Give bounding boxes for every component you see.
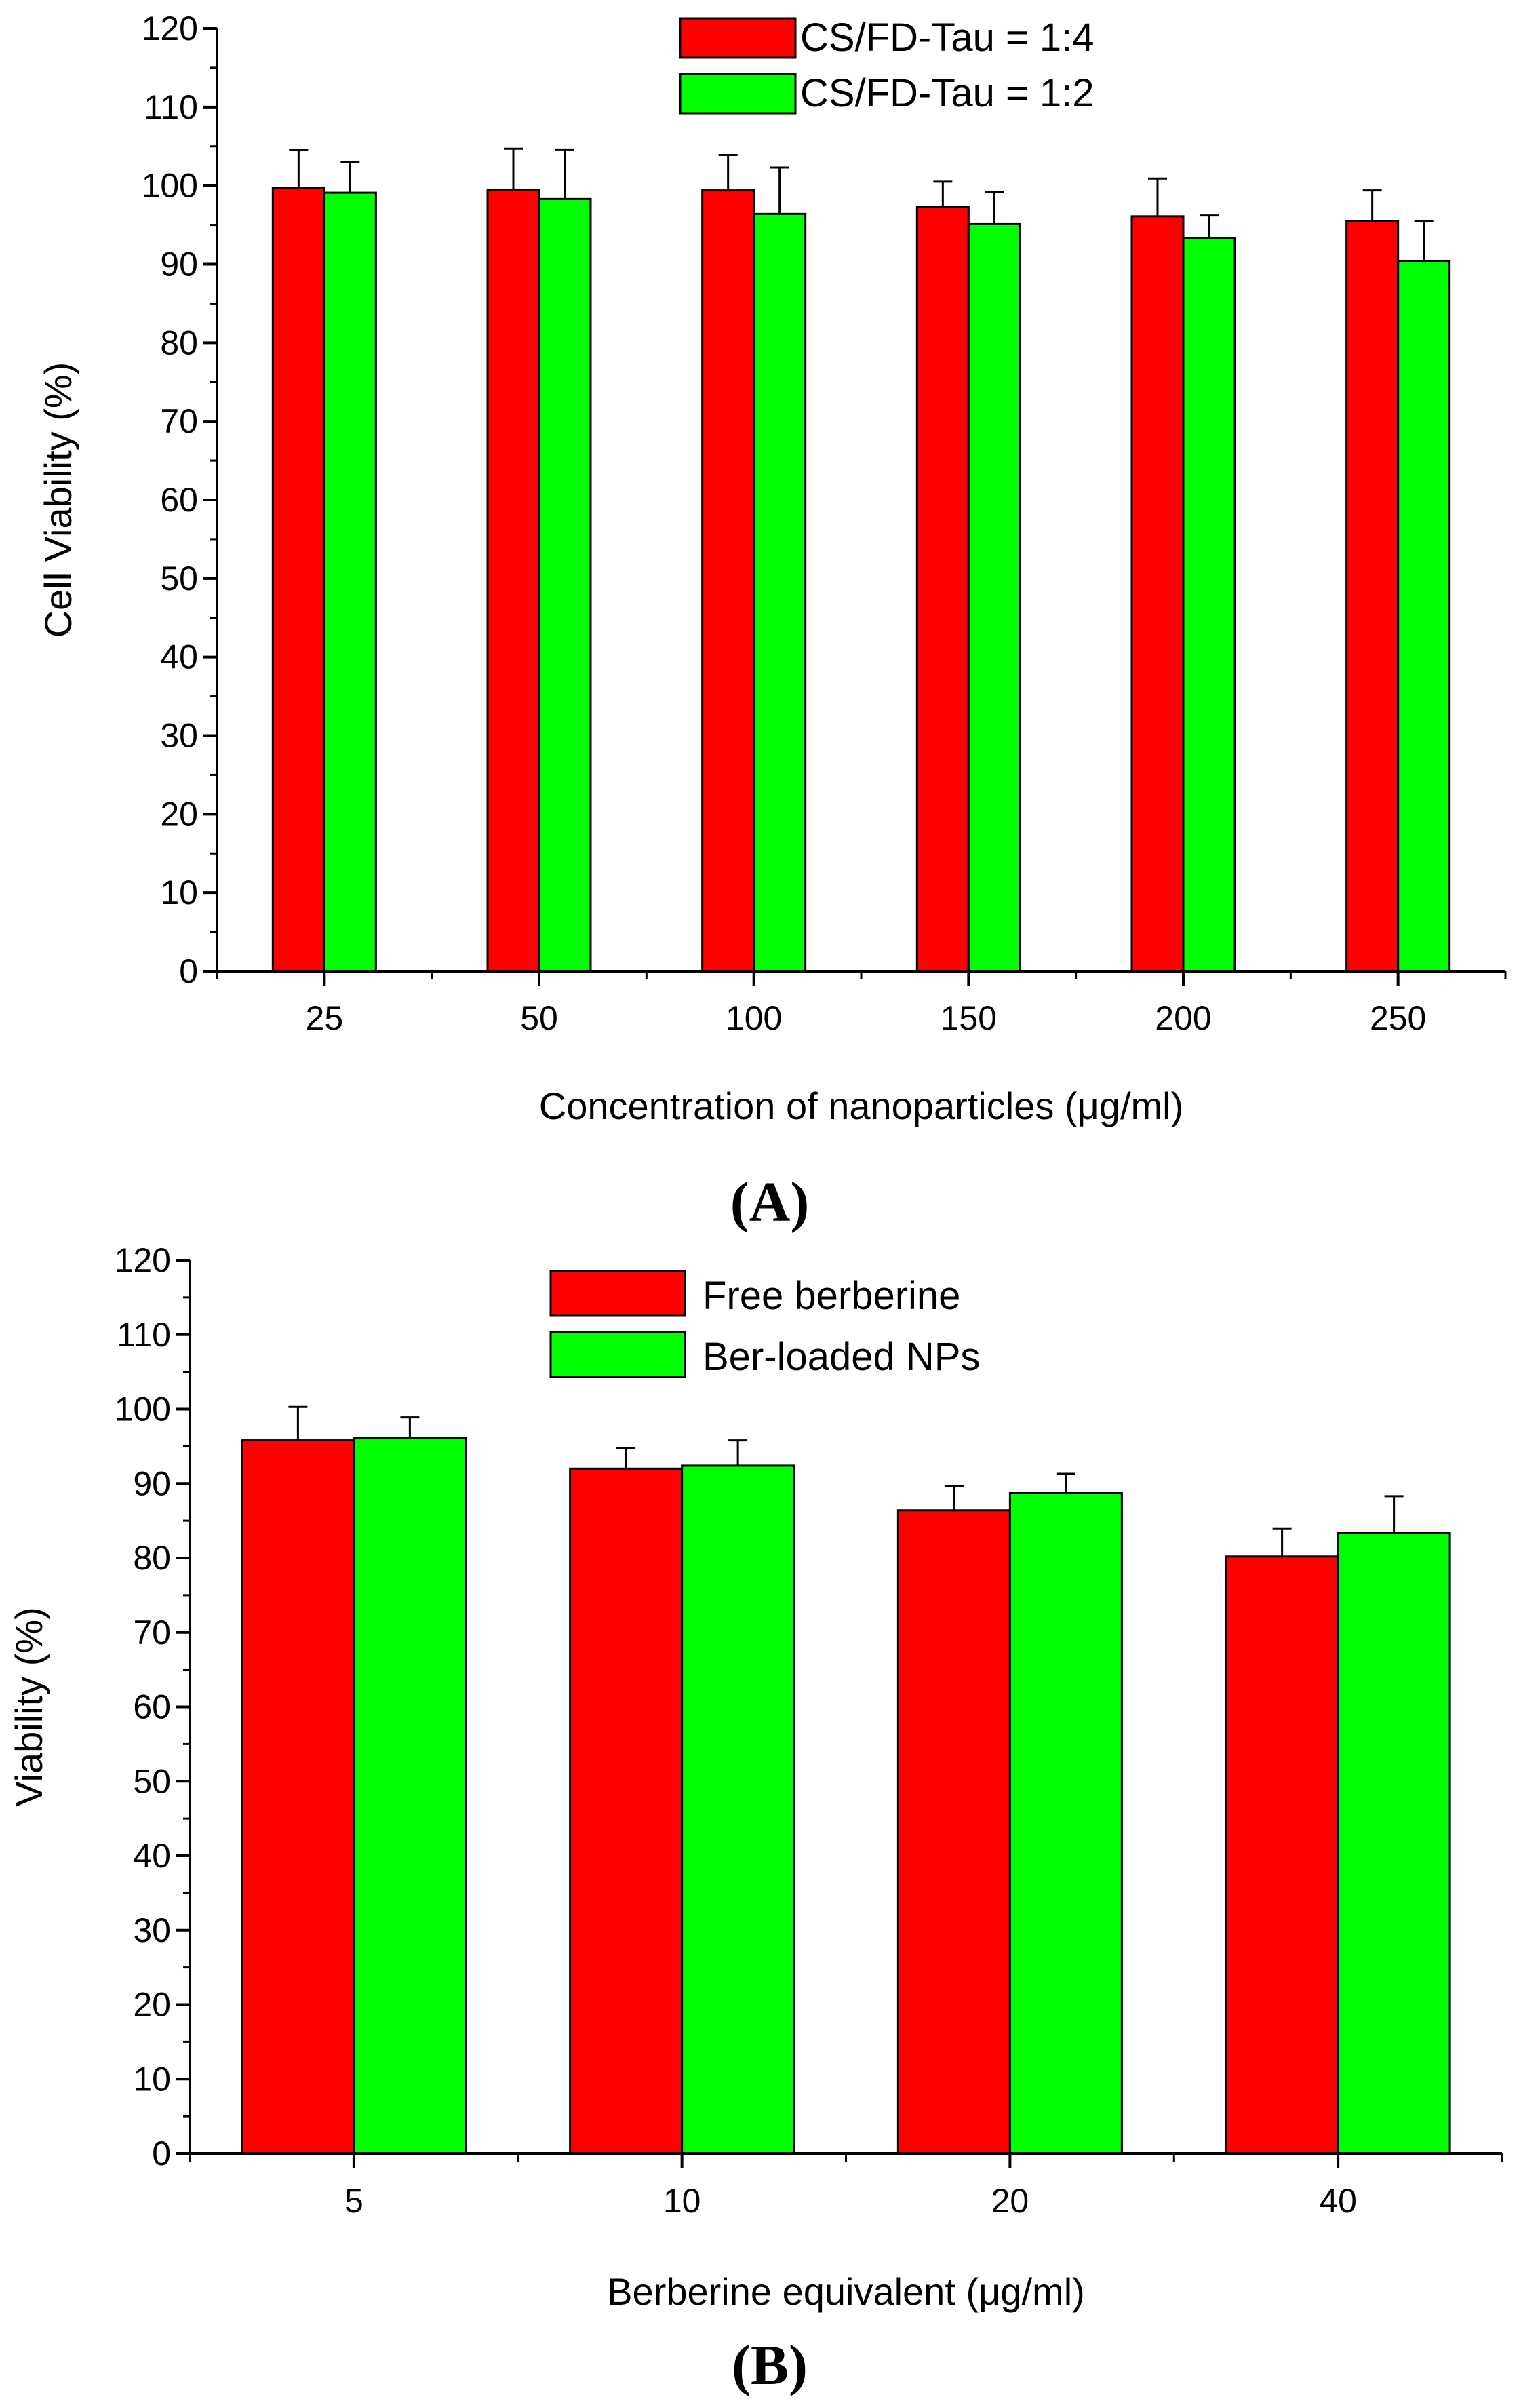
chart-panel-b: 0 10 20 30 40 50 60 70 80 90 100 110 120 5 10 20 40 Berbe… — [7, 1241, 1503, 2397]
y-tick-label: 70 — [160, 402, 198, 440]
legend-swatch — [549, 1331, 686, 1378]
y-tick-label: 30 — [133, 1911, 171, 1949]
x-tick-label: 200 — [1155, 999, 1211, 1037]
bar — [753, 212, 807, 973]
x-tick-label: 50 — [520, 999, 558, 1037]
y-tick-label: 40 — [133, 1837, 171, 1875]
y-tick-label: 50 — [133, 1762, 171, 1800]
bar — [1130, 215, 1185, 973]
legend-label: CS/FD-Tau = 1:2 — [800, 71, 1094, 115]
bar — [1008, 1492, 1123, 2155]
x-tick-label: 5 — [344, 2182, 363, 2220]
bar — [1397, 260, 1451, 973]
legend-label: Ber-loaded NPs — [703, 1335, 980, 1379]
bar — [681, 1464, 795, 2155]
bar — [323, 191, 377, 973]
y-tick-label: 110 — [117, 1316, 171, 1354]
legend-swatch — [549, 1270, 686, 1317]
x-tick-label: 250 — [1370, 999, 1426, 1037]
bar — [353, 1437, 467, 2155]
y-tick-label: 40 — [160, 638, 198, 676]
bar — [1182, 237, 1236, 973]
y-tick-label: 90 — [133, 1464, 171, 1502]
y-axis-title: Cell Viability (%) — [37, 362, 79, 638]
x-tick-label: 20 — [991, 2182, 1029, 2220]
bar — [1225, 1555, 1339, 2155]
y-tick-label: 0 — [152, 2134, 171, 2172]
bar — [241, 1439, 355, 2155]
y-tick-label: 120 — [142, 9, 198, 47]
y-tick-label: 10 — [160, 874, 198, 912]
legend-swatch — [679, 17, 797, 59]
y-tick-label: 70 — [133, 1614, 171, 1652]
y-tick-label: 80 — [160, 324, 198, 362]
y-tick-label: 0 — [179, 952, 198, 990]
bar — [1345, 220, 1400, 973]
y-tick-label: 10 — [133, 2060, 171, 2098]
x-axis-title: Berberine equivalent (μg/ml) — [607, 2270, 1085, 2313]
legend-label: CS/FD-Tau = 1:4 — [800, 16, 1094, 60]
y-tick-label: 60 — [160, 481, 198, 519]
panel-label: (A) — [730, 1171, 810, 1234]
bar — [896, 1509, 1011, 2155]
y-tick-label: 110 — [144, 88, 198, 126]
y-tick-label: 60 — [133, 1688, 171, 1726]
x-tick-label: 40 — [1319, 2182, 1357, 2220]
y-tick-label: 20 — [160, 795, 198, 833]
y-tick-label: 50 — [160, 560, 198, 598]
x-tick-label: 100 — [726, 999, 782, 1037]
legend-swatch — [679, 73, 797, 115]
y-tick-label: 80 — [133, 1539, 171, 1577]
bar — [569, 1467, 684, 2155]
y-tick-label: 90 — [160, 246, 198, 284]
bar — [1337, 1532, 1451, 2155]
bar — [538, 197, 592, 973]
bar — [701, 189, 755, 973]
y-tick-label: 100 — [115, 1390, 171, 1428]
panel-label: (B) — [732, 2334, 808, 2397]
bar — [486, 188, 540, 973]
y-tick-label: 120 — [115, 1241, 171, 1279]
chart-panel-a: 0 10 20 30 40 50 60 70 80 90 100 110 120 25 50 100 150 20… — [37, 9, 1507, 1234]
bar — [915, 206, 970, 973]
y-tick-label: 30 — [160, 717, 198, 755]
x-tick-label: 25 — [306, 999, 344, 1037]
x-axis-title: Concentration of nanoparticles (μg/ml) — [539, 1085, 1184, 1127]
bar — [967, 222, 1021, 973]
y-tick-label: 100 — [142, 167, 198, 205]
bar — [271, 187, 325, 973]
y-axis-title: Viability (%) — [7, 1607, 50, 1807]
y-tick-label: 20 — [133, 1986, 171, 2024]
x-tick-label: 10 — [663, 2182, 701, 2220]
x-tick-label: 150 — [941, 999, 997, 1037]
legend-label: Free berberine — [703, 1274, 960, 1318]
